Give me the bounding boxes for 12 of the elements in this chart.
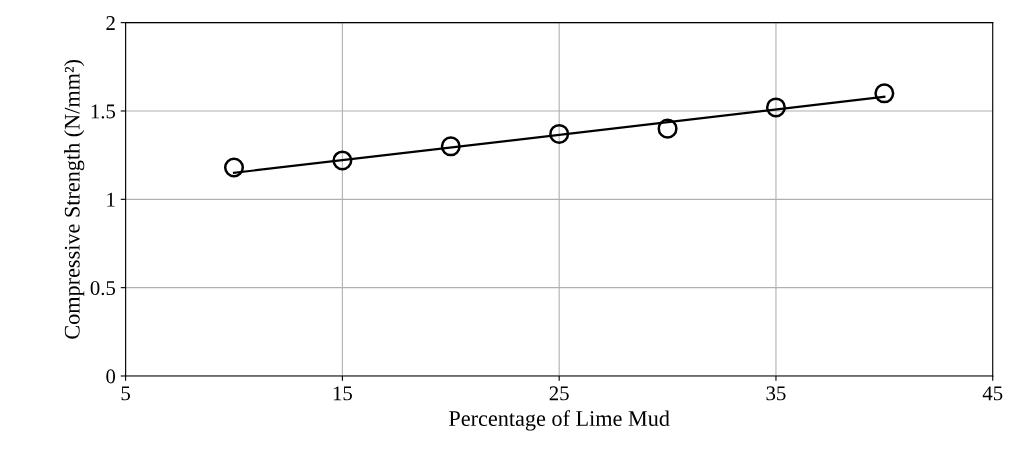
x-tick-label: 45 [982,386,1003,401]
y-tick-label: 0 [106,369,116,384]
x-axis-title: Percentage of Lime Mud [449,410,670,431]
x-tick-label: 25 [549,386,569,401]
x-tick-label: 5 [121,386,131,401]
x-tick-label: 15 [333,386,352,401]
x-tick-label: 35 [766,386,786,401]
y-tick-label: 1.5 [91,104,116,119]
y-tick-label: 0.5 [90,281,116,296]
y-tick-label: 2 [106,16,115,30]
y-axis-title: Compressive Strength (N/mm²) [64,59,85,339]
y-tick-label: 1 [107,192,115,207]
